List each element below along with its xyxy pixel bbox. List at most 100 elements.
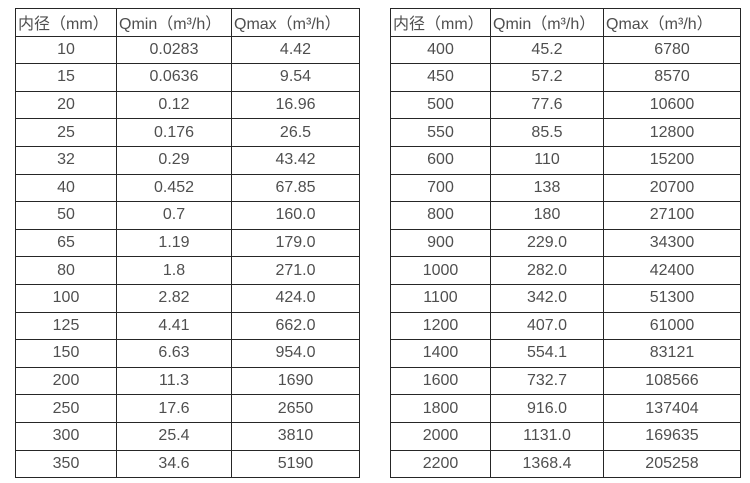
table-cell: 0.29 [116,145,232,175]
table-cell: 77.6 [490,90,604,120]
table-cell: 85.5 [490,118,604,147]
table-row: 600 110 15200 [390,145,741,175]
table-cell: 554.1 [490,339,604,368]
table-cell: 954.0 [231,339,360,368]
table-row: 2000 1131.0 169635 [390,421,741,451]
table-row: 250 17.6 2650 [15,394,360,423]
table-cell: 138 [490,173,604,203]
table-cell: 83121 [603,339,741,368]
table-row: 1100 342.0 51300 [390,283,741,313]
table-cell: 25.4 [116,421,232,451]
table-cell: 550 [390,118,491,147]
table-row: 125 4.41 662.0 [15,311,360,341]
table-cell: 2650 [231,394,360,423]
table-row: 15 0.0636 9.54 [15,63,360,92]
table-row: 150 6.63 954.0 [15,339,360,368]
table-cell: 1.8 [116,256,232,285]
table-cell: 40 [15,173,117,203]
table-cell: 1800 [390,394,491,423]
table-row: 900 229.0 34300 [390,228,741,258]
table-cell: 450 [390,63,491,92]
table-cell: 9.54 [231,63,360,92]
table-cell: 1400 [390,339,491,368]
table-cell: 4.41 [116,311,232,341]
table-cell: 20 [15,90,117,120]
table-row: 100 2.82 424.0 [15,283,360,313]
table-cell: 34300 [603,228,741,258]
table-cell: 1690 [231,366,360,396]
table-cell: 424.0 [231,283,360,313]
table-cell: 1100 [390,283,491,313]
table-cell: 400 [390,35,491,65]
table-cell: 1200 [390,311,491,341]
table-cell: 27100 [603,201,741,230]
table-cell: 250 [15,394,117,423]
table-cell: 10600 [603,90,741,120]
column-header: Qmax（m³/h） [231,8,360,37]
table-cell: 137404 [603,394,741,423]
table-row: 550 85.5 12800 [390,118,741,147]
table-row: 32 0.29 43.42 [15,145,360,175]
table-cell: 600 [390,145,491,175]
table-cell: 26.5 [231,118,360,147]
table-row: 200 11.3 1690 [15,366,360,396]
table-cell: 732.7 [490,366,604,396]
table-cell: 5190 [231,449,360,479]
table-cell: 500 [390,90,491,120]
table-cell: 80 [15,256,117,285]
header-row: 内径（mm） Qmin（m³/h） Qmax（m³/h） [390,8,741,37]
flow-table-small-diameters: 内径（mm） Qmin（m³/h） Qmax（m³/h） 10 0.0283 4.42 15… [15,8,360,479]
table-row: 2200 1368.4 205258 [390,449,741,479]
table-cell: 50 [15,201,117,230]
flow-table-large-diameters: 内径（mm） Qmin（m³/h） Qmax（m³/h） 400 45.2 6780 450… [390,8,741,479]
table-cell: 110 [490,145,604,175]
table-cell: 342.0 [490,283,604,313]
table-cell: 282.0 [490,256,604,285]
table-row: 50 0.7 160.0 [15,201,360,230]
table-cell: 100 [15,283,117,313]
table-cell: 12800 [603,118,741,147]
table-cell: 160.0 [231,201,360,230]
table-cell: 150 [15,339,117,368]
table-cell: 6.63 [116,339,232,368]
table-row: 800 180 27100 [390,201,741,230]
table-row: 350 34.6 5190 [15,449,360,479]
table-row: 1400 554.1 83121 [390,339,741,368]
table-cell: 17.6 [116,394,232,423]
table-cell: 916.0 [490,394,604,423]
column-header: 内径（mm） [390,8,491,37]
table-row: 80 1.8 271.0 [15,256,360,285]
table-cell: 700 [390,173,491,203]
table-cell: 900 [390,228,491,258]
table-cell: 15 [15,63,117,92]
table-cell: 25 [15,118,117,147]
table-row: 20 0.12 16.96 [15,90,360,120]
table-cell: 43.42 [231,145,360,175]
table-cell: 271.0 [231,256,360,285]
table-cell: 229.0 [490,228,604,258]
column-header: Qmin（m³/h） [490,8,604,37]
table-cell: 0.12 [116,90,232,120]
column-header: Qmax（m³/h） [603,8,741,37]
table-row: 10 0.0283 4.42 [15,35,360,65]
table-row: 25 0.176 26.5 [15,118,360,147]
column-header: 内径（mm） [15,8,117,37]
table-cell: 45.2 [490,35,604,65]
table-cell: 200 [15,366,117,396]
table-row: 1000 282.0 42400 [390,256,741,285]
table-cell: 0.7 [116,201,232,230]
table-cell: 1368.4 [490,449,604,479]
table-cell: 67.85 [231,173,360,203]
table-cell: 65 [15,228,117,258]
table-cell: 16.96 [231,90,360,120]
table-cell: 169635 [603,421,741,451]
table-cell: 300 [15,421,117,451]
header-row: 内径（mm） Qmin（m³/h） Qmax（m³/h） [15,8,360,37]
table-cell: 34.6 [116,449,232,479]
table-row: 400 45.2 6780 [390,35,741,65]
table-cell: 0.0283 [116,35,232,65]
table-cell: 205258 [603,449,741,479]
table-cell: 0.176 [116,118,232,147]
table-cell: 1.19 [116,228,232,258]
